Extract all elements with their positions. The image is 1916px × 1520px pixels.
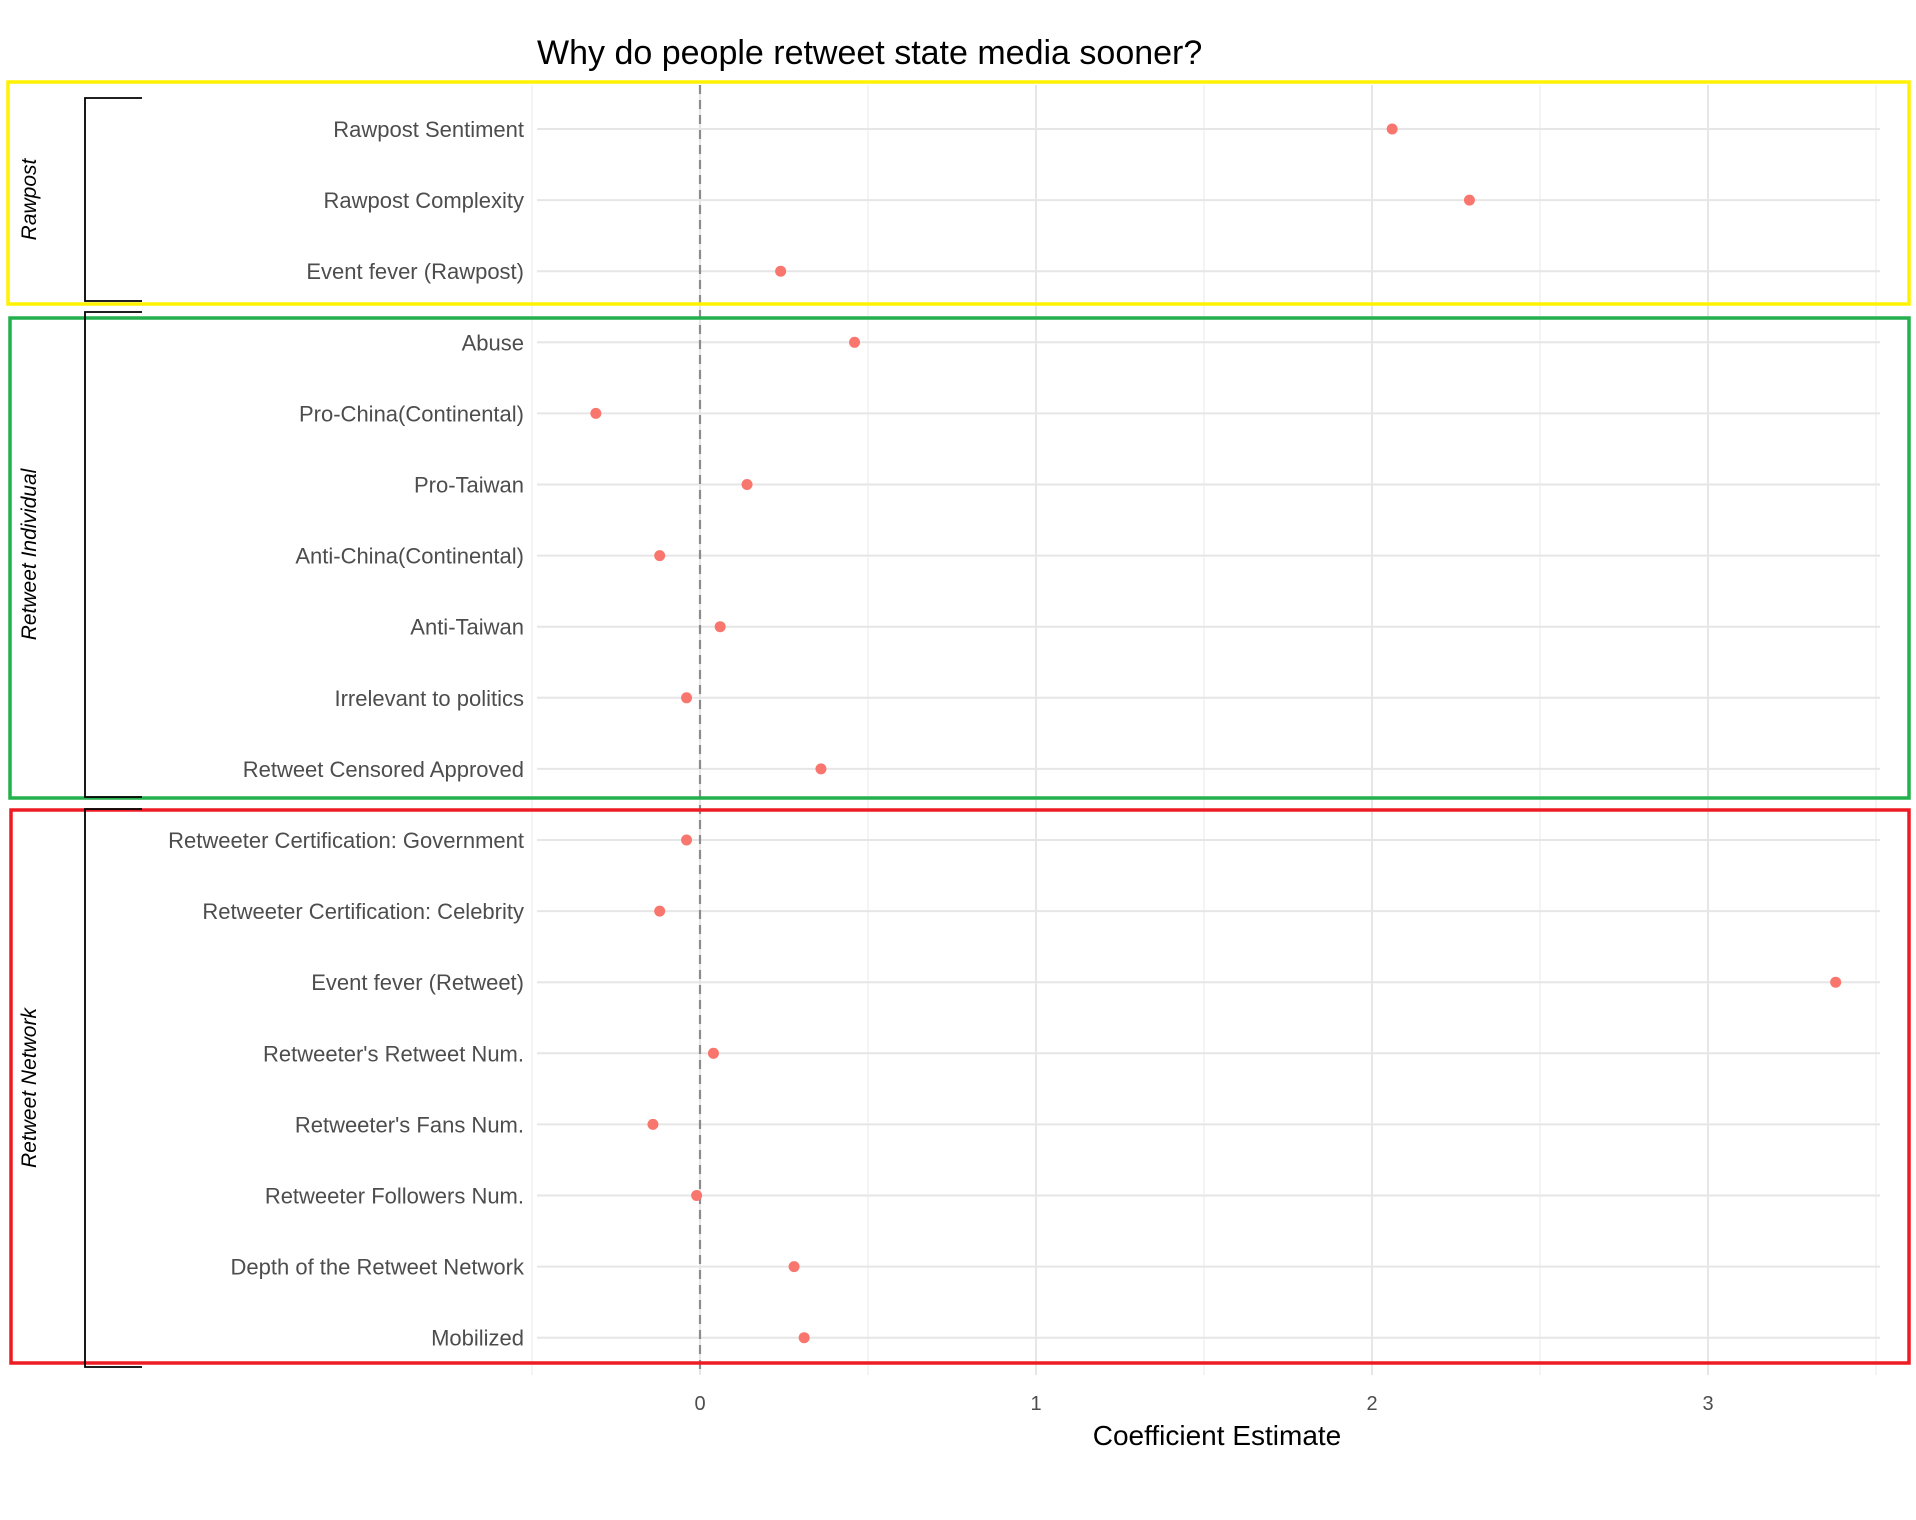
data-point-retweeter-s-fans-num [647,1118,659,1130]
x-tick-label: 2 [1366,1393,1377,1415]
rawpost-group-box [6,80,1911,306]
retweet-network-bracket [84,808,142,1368]
category-label: Irrelevant to politics [334,686,524,711]
retweet-network-group-box [9,808,1911,1365]
data-point-rawpost-complexity [1463,194,1475,206]
data-point-retweet-censored-approved [815,763,827,775]
category-label: Depth of the Retweet Network [231,1255,525,1280]
category-label: Pro-Taiwan [414,473,524,498]
data-point-retweeter-followers-num [691,1190,703,1201]
data-point-retweeter-certification-celebrity [654,905,666,917]
category-label: Anti-Taiwan [410,615,524,640]
x-tick-label: 3 [1702,1393,1713,1415]
data-point-pro-taiwan [741,479,753,490]
data-point-event-fever-rawpost [775,265,787,277]
retweet-network-group-label: Retweet Network [18,1007,41,1168]
data-point-abuse [849,336,861,348]
data-point-retweeter-certification-government [681,834,693,846]
data-point-retweeter-s-retweet-num [707,1047,719,1059]
category-label: Retweet Censored Approved [243,757,524,782]
data-points [590,123,1842,1344]
data-point-event-fever-retweet [1830,976,1842,988]
data-point-anti-taiwan [714,621,726,633]
chart-title: Why do people retweet state media sooner… [537,34,1202,72]
category-label: Rawpost Sentiment [333,117,524,142]
rawpost-bracket [84,97,142,302]
x-axis-title: Coefficient Estimate [1093,1420,1342,1451]
x-tick-label: 1 [1030,1393,1041,1415]
category-label: Event fever (Retweet) [311,970,524,995]
category-label: Event fever (Rawpost) [306,259,524,284]
category-label: Retweeter Certification: Celebrity [202,899,524,924]
data-point-rawpost-sentiment [1386,123,1398,135]
grid [531,85,1880,1375]
retweet-individual-group-label: Retweet Individual [18,467,41,640]
retweet-individual-bracket [84,311,142,798]
data-point-depth-of-the-retweet-network [788,1261,800,1273]
data-point-mobilized [798,1332,810,1344]
retweet-individual-group-box [8,316,1911,800]
category-label: Mobilized [431,1326,524,1351]
category-label: Rawpost Complexity [323,188,524,213]
x-axis-ticks: 0 1 2 3 [694,1393,1713,1415]
x-tick-label: 0 [694,1393,705,1415]
group-brackets: Rawpost Retweet Individual Retweet Network [18,97,142,1368]
category-label: Anti-China(Continental) [295,544,524,569]
rawpost-group-label: Rawpost [18,157,41,240]
category-label: Retweeter Certification: Government [168,828,524,853]
data-point-anti-china-continental [654,550,666,562]
data-point-irrelevant-to-politics [681,692,693,704]
group-boxes [6,80,1911,1365]
data-point-pro-china-continental [590,407,602,419]
category-label: Retweeter Followers Num. [265,1184,524,1209]
category-labels: Rawpost Sentiment Rawpost Complexity Event… [168,117,525,1351]
category-label: Retweeter's Retweet Num. [263,1041,524,1066]
category-label: Retweeter's Fans Num. [295,1112,524,1137]
category-label: Abuse [462,330,524,355]
category-label: Pro-China(Continental) [299,401,524,426]
